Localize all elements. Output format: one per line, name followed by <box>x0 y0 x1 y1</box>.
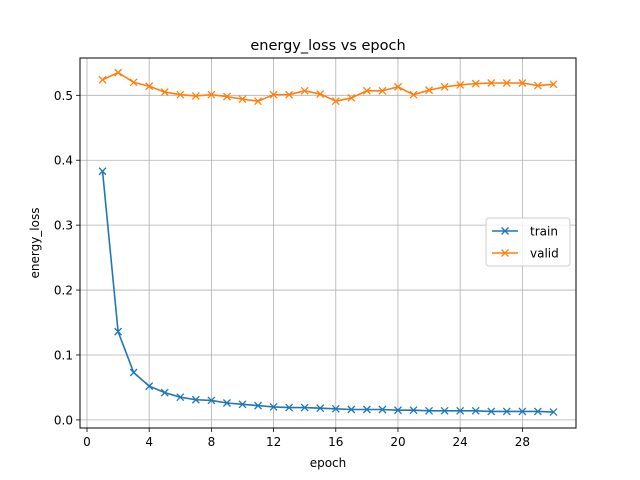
x-tick-label: 16 <box>328 435 343 449</box>
chart-title: energy_loss vs epoch <box>250 38 405 54</box>
data-point <box>269 402 278 411</box>
legend-label: train <box>530 225 558 239</box>
data-point <box>362 405 371 414</box>
data-point <box>502 407 511 416</box>
data-point <box>331 404 340 413</box>
data-point <box>518 407 527 416</box>
legend-entry-train: train <box>492 225 558 239</box>
data-point <box>316 404 325 413</box>
data-point <box>378 405 387 414</box>
series-train <box>98 167 558 417</box>
data-point <box>378 86 387 95</box>
data-point <box>362 86 371 95</box>
data-point <box>300 86 309 95</box>
y-tick-label: 0.2 <box>54 284 73 298</box>
data-point <box>549 80 558 89</box>
data-point <box>331 97 340 106</box>
data-point <box>98 75 107 84</box>
data-point <box>191 92 200 100</box>
data-point <box>269 90 278 99</box>
data-point <box>145 82 154 91</box>
data-point <box>160 388 169 397</box>
data-point <box>114 327 123 336</box>
legend-marker <box>501 227 509 235</box>
data-point <box>456 80 465 89</box>
x-tick-label: 24 <box>453 435 468 449</box>
data-point <box>394 406 402 415</box>
data-point <box>191 395 200 404</box>
legend-entry-valid: valid <box>492 247 559 261</box>
data-point <box>285 403 294 412</box>
data-point <box>300 403 309 412</box>
y-axis-label: energy_loss <box>28 208 42 279</box>
data-point <box>98 167 107 176</box>
tick-layer: 0 4 8 12 16 20 24 28 0.0 0.1 0.2 0.3 0.4 0.5 <box>54 89 530 449</box>
y-tick-label: 0.5 <box>54 89 73 103</box>
data-point <box>394 82 402 91</box>
data-point <box>409 406 418 415</box>
data-point <box>238 400 247 409</box>
data-point <box>518 79 527 87</box>
data-point <box>533 81 542 90</box>
data-point <box>440 406 449 415</box>
data-point <box>347 93 356 102</box>
x-tick-label: 28 <box>515 435 530 449</box>
legend-marker <box>501 249 509 257</box>
data-point <box>222 399 231 407</box>
data-point <box>160 88 169 97</box>
data-point <box>114 68 123 77</box>
series-layer <box>98 68 558 417</box>
data-point <box>145 382 154 391</box>
data-point <box>487 407 496 416</box>
y-tick-label: 0.3 <box>54 219 73 233</box>
legend-label: valid <box>530 247 559 261</box>
data-point <box>254 401 262 410</box>
data-point <box>207 396 216 405</box>
x-axis-label: epoch <box>310 456 347 470</box>
data-point <box>502 79 511 87</box>
data-point <box>129 78 138 87</box>
x-tick-label: 4 <box>145 435 153 449</box>
data-point <box>533 407 542 416</box>
x-tick-label: 8 <box>208 435 216 449</box>
x-tick-label: 12 <box>266 435 281 449</box>
series-valid <box>98 68 558 106</box>
data-point <box>176 90 185 99</box>
x-tick-label: 20 <box>390 435 405 449</box>
data-point <box>238 95 247 104</box>
plot-frame <box>79 57 577 429</box>
data-point <box>425 406 434 415</box>
data-point <box>425 86 434 95</box>
data-point <box>316 90 325 98</box>
data-point <box>440 82 449 91</box>
data-point <box>285 90 294 99</box>
data-point <box>222 92 231 101</box>
x-tick-label: 0 <box>83 435 91 449</box>
y-tick-label: 0.1 <box>54 348 73 362</box>
y-tick-label: 0.4 <box>54 154 73 168</box>
legend-box <box>485 217 571 267</box>
data-point <box>207 90 216 99</box>
data-point <box>487 79 496 87</box>
data-point <box>456 406 465 415</box>
data-point <box>347 405 356 414</box>
data-point <box>409 90 418 99</box>
data-point <box>549 408 558 417</box>
legend: train valid <box>485 217 571 267</box>
data-point <box>471 79 480 88</box>
data-point <box>176 393 185 402</box>
data-point <box>471 406 480 415</box>
series-line-valid <box>102 71 554 102</box>
series-line-train <box>101 171 554 413</box>
y-tick-label: 0.0 <box>54 413 73 427</box>
data-point <box>254 97 262 106</box>
data-point <box>129 368 138 377</box>
